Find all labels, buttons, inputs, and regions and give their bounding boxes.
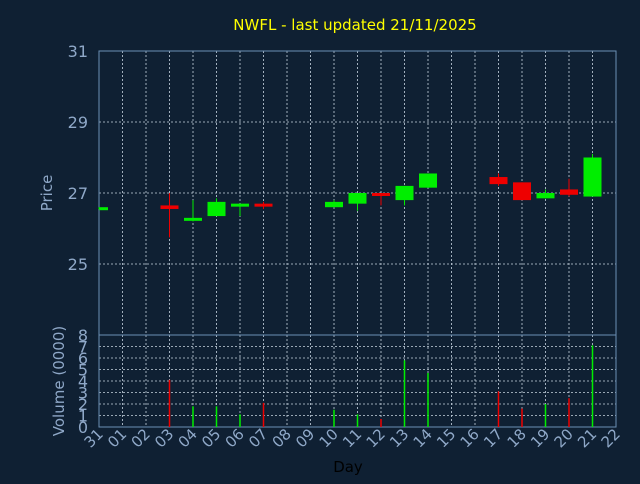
x-tick-label: 07 [245,425,271,451]
volume-bars [168,345,594,427]
candle-body [536,193,555,199]
volume-bar [262,402,265,427]
x-tick-labels: 3101020304050607080910111213141516171819… [81,425,624,451]
volume-bar [239,414,241,427]
candle-body [207,201,226,217]
x-tick-label: 06 [222,425,248,451]
volume-tick-label: 1 [78,407,88,426]
volume-tick-label: 2 [78,395,88,414]
volume-tick-label: 7 [78,338,88,357]
volume-tick-label: 5 [78,361,88,380]
volume-bar [427,372,429,427]
volume-tick-label: 3 [78,384,88,403]
volume-bar [168,379,171,427]
x-tick-label: 05 [198,425,224,451]
volume-grid [99,335,616,427]
price-tick-labels: 25 27 29 31 [68,42,88,274]
x-tick-label: 18 [504,425,530,451]
volume-bar [356,414,359,427]
x-tick-label: 15 [433,425,459,451]
x-tick-label: 02 [128,425,154,451]
x-tick-label: 11 [339,425,365,451]
x-tick-label: 13 [386,425,412,451]
volume-bar [192,406,194,427]
candle-body [489,177,508,185]
x-tick-label: 12 [363,425,389,451]
price-tick-label: 31 [68,42,88,61]
price-tick-label: 29 [68,113,88,132]
candle-body [560,189,578,195]
volume-bar [403,360,406,427]
volume-tick-label: 8 [78,326,88,345]
x-tick-label: 10 [316,425,342,451]
volume-bar [568,398,570,427]
candle-body [419,173,437,188]
x-axis-label: Day [333,458,363,476]
x-tick-label: 09 [292,425,318,451]
candle-body [395,185,414,201]
x-tick-label: 19 [527,425,553,451]
candle-body [160,205,179,209]
x-tick-label: 01 [104,425,130,451]
volume-bar [380,418,382,427]
candle-body [99,207,108,211]
volume-bar [544,404,547,427]
volume-tick-label: 0 [78,418,88,437]
candle-body [325,201,343,208]
candle-body [348,193,367,204]
candle-body [231,203,249,207]
x-tick-label: 21 [574,425,600,451]
candle-body [372,193,390,196]
x-tick-label: 08 [269,425,295,451]
volume-tick-label: 6 [78,349,88,368]
volume-bar [333,409,335,427]
volume-axis-label: Volume (0000) [50,326,68,436]
x-tick-label: 20 [551,425,577,451]
x-tick-label: 16 [457,425,483,451]
candle-body [184,217,202,221]
volume-bar [497,391,500,427]
candle-body [583,157,602,197]
volume-bar [521,408,523,427]
volume-tick-label: 4 [78,372,88,391]
candle-body [513,182,531,201]
candles [98,153,602,238]
volume-bar [215,406,218,427]
chart-title: NWFL - last updated 21/11/2025 [233,16,476,34]
price-tick-label: 27 [68,184,88,203]
price-axis-label: Price [38,175,56,212]
x-tick-label: 14 [410,425,436,451]
price-tick-label: 25 [68,255,88,274]
x-tick-label: 17 [480,425,506,451]
x-tick-label: 03 [151,425,177,451]
x-tick-label: 22 [598,425,624,451]
x-tick-label: 04 [175,425,201,451]
volume-bar [591,345,594,427]
candle-body [254,203,273,207]
